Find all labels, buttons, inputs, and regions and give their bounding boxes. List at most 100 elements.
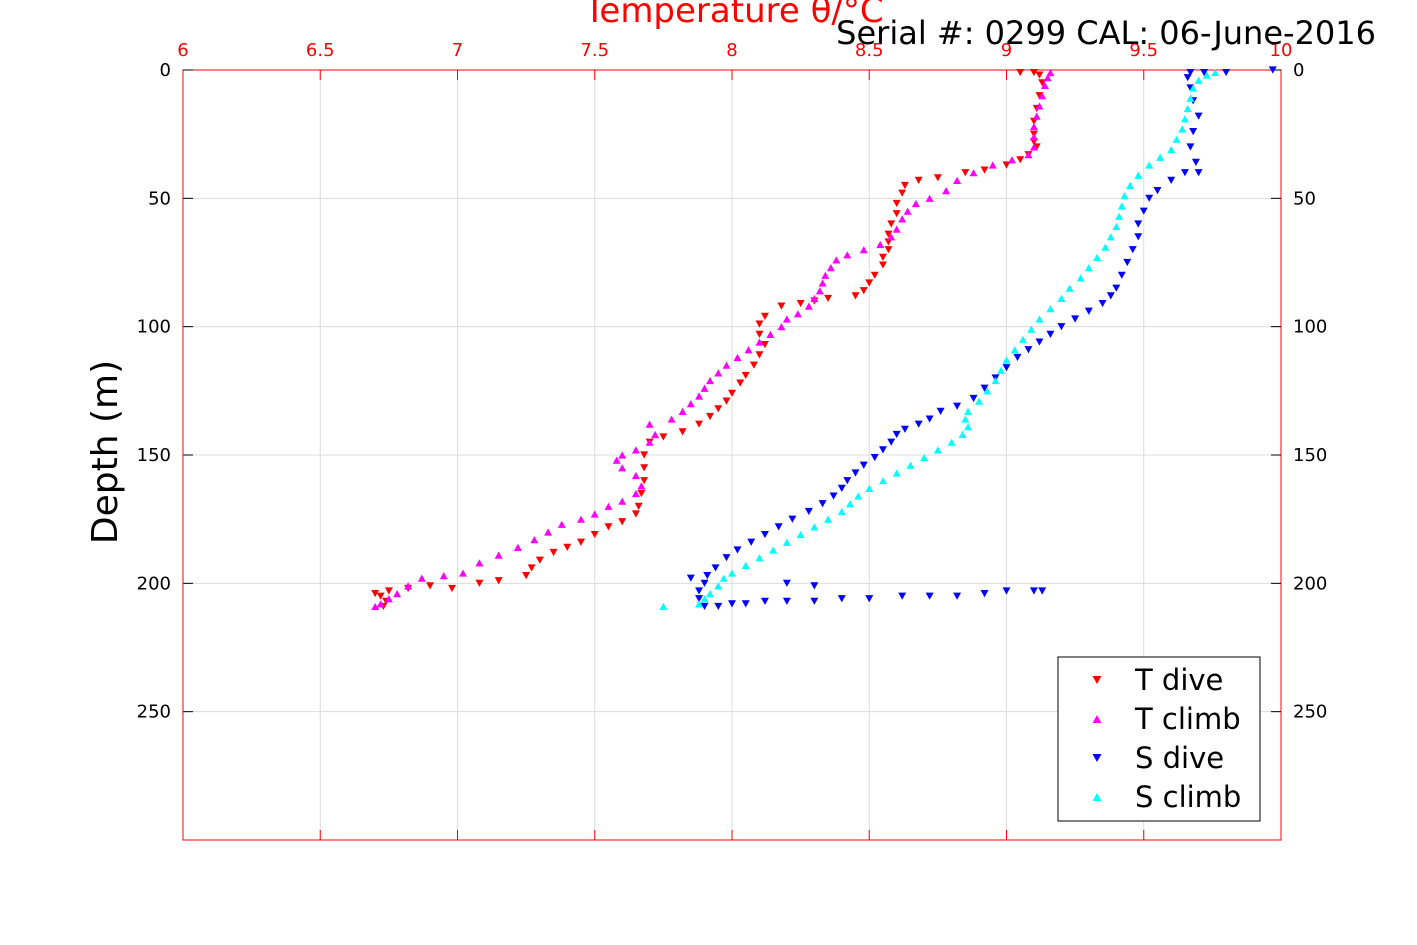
s-climb-point	[741, 561, 750, 569]
s-dive-point	[774, 523, 783, 531]
s-dive-point	[870, 453, 879, 462]
legend-label-s-climb: S climb	[1135, 780, 1241, 814]
t-dive-point	[722, 397, 731, 405]
legend-marker-s-climb	[1092, 792, 1102, 802]
s-climb-point	[1093, 253, 1102, 261]
s-climb-point	[1186, 94, 1195, 102]
s-dive-point	[837, 595, 846, 603]
t-climb-point	[404, 582, 413, 590]
s-dive-point	[892, 430, 901, 439]
t-climb-point	[544, 528, 553, 536]
t-dive-point	[604, 523, 613, 531]
t-climb-point	[766, 330, 775, 338]
s-dive-point	[1189, 128, 1198, 136]
s-dive-point	[1038, 587, 1047, 595]
t-climb-point	[714, 369, 723, 377]
legend-label-t-dive: T dive	[1134, 663, 1223, 697]
s-dive-point	[936, 407, 945, 415]
s-climb-point	[1035, 315, 1044, 323]
t-dive-point	[755, 330, 764, 338]
t-climb-point	[393, 590, 402, 598]
t-dive-point	[527, 564, 536, 572]
s-climb-point	[810, 523, 819, 531]
t-climb-point	[843, 251, 852, 259]
t-dive-point	[631, 510, 640, 518]
s-dive-point	[1035, 338, 1044, 346]
s-climb-point	[1018, 335, 1027, 344]
s-dive-point	[969, 394, 978, 403]
t-climb-point	[804, 302, 813, 310]
s-climb-point	[782, 538, 791, 546]
y-tick-label-left: 150	[137, 445, 171, 466]
t-dive-point	[878, 253, 887, 261]
t-dive-point	[1016, 156, 1025, 164]
t-dive-point	[749, 361, 758, 369]
t-climb-point	[618, 464, 627, 472]
s-climb-point	[755, 554, 764, 562]
t-dive-point	[892, 199, 901, 208]
t-climb-point	[755, 338, 764, 346]
s-climb-point	[846, 500, 855, 508]
t-climb-point	[604, 502, 613, 510]
t-dive-point	[884, 246, 893, 254]
x-tick-label: 9	[1001, 40, 1012, 61]
x-tick-label: 10	[1270, 40, 1293, 61]
s-dive-point	[1128, 246, 1137, 254]
t-climb-point	[645, 420, 654, 428]
t-dive-point	[736, 379, 745, 387]
y-tick-label-right: 0	[1293, 60, 1304, 81]
t-climb-point	[887, 233, 896, 241]
t-climb-point	[793, 310, 802, 318]
s-dive-point	[898, 592, 907, 600]
s-climb-point	[878, 477, 887, 485]
t-climb-point	[818, 279, 827, 287]
s-dive-point	[782, 597, 791, 605]
s-climb-point	[1115, 212, 1124, 220]
t-climb-point	[942, 187, 951, 195]
t-climb-point	[695, 392, 704, 400]
t-climb-point	[577, 515, 586, 523]
t-dive-point	[640, 451, 649, 459]
y-tick-label-right: 100	[1293, 317, 1327, 338]
s-dive-point	[925, 415, 934, 423]
legend-marker-s-dive	[1092, 753, 1102, 763]
t-climb-point	[1029, 143, 1038, 151]
t-dive-point	[475, 579, 484, 587]
s-climb-point	[1194, 76, 1203, 84]
t-dive-point	[522, 572, 531, 580]
t-climb-point	[513, 543, 522, 551]
t-climb-point	[645, 438, 654, 446]
t-climb-point	[859, 246, 868, 254]
t-dive-point	[371, 590, 380, 598]
s-dive-point	[1186, 143, 1195, 151]
s-climb-point	[659, 602, 668, 611]
legend-label-s-dive: S dive	[1135, 741, 1224, 775]
s-climb-point	[958, 430, 967, 439]
t-climb-point	[1007, 156, 1016, 164]
t-climb-point	[678, 407, 687, 415]
t-climb-point	[618, 497, 627, 505]
t-climb-point	[777, 323, 786, 331]
s-dive-point	[887, 438, 896, 446]
s-climb-point	[961, 415, 970, 423]
x-tick-label: 7.5	[580, 40, 609, 61]
t-climb-point	[1038, 92, 1047, 100]
t-dive-point	[535, 556, 544, 564]
s-climb-point	[1202, 71, 1211, 79]
s-climb-point	[1145, 161, 1154, 169]
s-climb-point	[964, 407, 973, 415]
s-dive-point	[1084, 307, 1093, 315]
y-axis-title: Depth (m)	[85, 360, 126, 544]
t-dive-point	[755, 351, 764, 359]
t-climb-point	[876, 240, 885, 249]
s-dive-point	[1134, 220, 1143, 228]
s-climb-point	[1106, 233, 1115, 241]
t-climb-point	[631, 471, 640, 480]
s-climb-point	[1156, 153, 1165, 161]
t-climb-point	[494, 551, 503, 559]
t-dive-point	[887, 220, 896, 228]
s-dive-point	[782, 579, 791, 587]
t-climb-point	[832, 256, 841, 264]
s-climb-point	[1084, 264, 1093, 272]
